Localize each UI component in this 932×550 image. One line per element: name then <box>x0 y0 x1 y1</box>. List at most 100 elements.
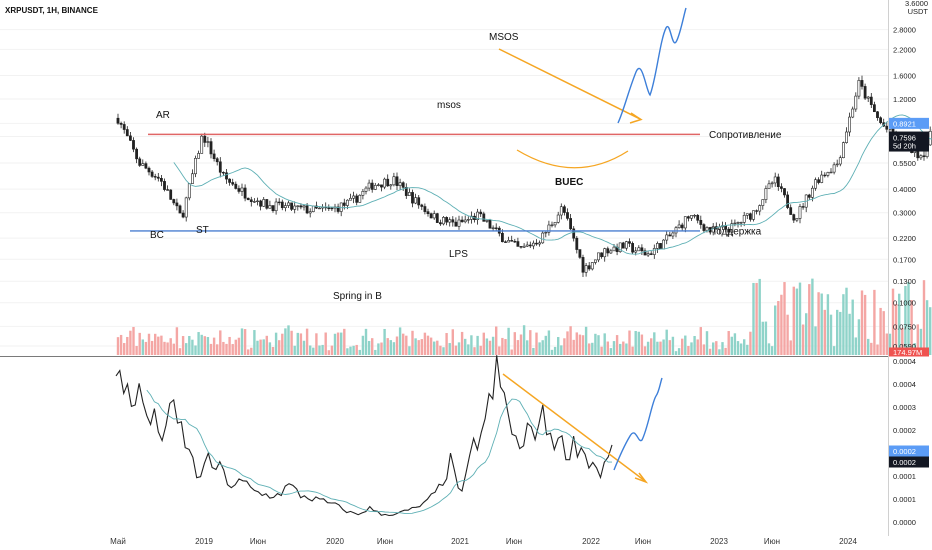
candle-body <box>445 217 449 223</box>
candle-body <box>559 206 563 216</box>
candle-body <box>454 221 458 227</box>
volume-bar <box>693 336 696 355</box>
candle-body <box>817 179 821 183</box>
volume-bar <box>770 346 774 355</box>
candle <box>668 231 672 237</box>
candle <box>686 215 690 222</box>
price-tick-label: 0.3000 <box>893 209 916 218</box>
volume-bar <box>398 327 402 355</box>
candle-body <box>197 153 201 159</box>
candle-body <box>531 242 535 247</box>
volume-bar <box>429 337 433 355</box>
time-tick-label: Июн <box>635 537 651 546</box>
volume-bar <box>268 342 272 355</box>
candle <box>194 155 197 178</box>
volume-bar <box>563 338 566 355</box>
volume-bar <box>321 344 324 355</box>
volume-bar <box>845 287 848 355</box>
volume-bar <box>185 343 188 355</box>
volume-bar <box>904 285 907 355</box>
volume-bar <box>606 341 609 355</box>
time-tick-label: 2019 <box>195 537 213 546</box>
candle <box>832 162 836 175</box>
volume-bar <box>696 339 699 355</box>
oscillator-axis[interactable]: 0.0004 0.0004 0.0003 0.0002 0.0002 0.0001 0.00… <box>889 357 929 527</box>
candle <box>922 151 926 161</box>
volume-bar <box>687 345 690 355</box>
volume-bar <box>736 341 740 355</box>
candle <box>451 216 455 227</box>
candle <box>841 141 845 159</box>
candle-body <box>138 158 142 166</box>
volume-bar <box>495 326 498 355</box>
candle-body <box>125 129 129 137</box>
candle <box>789 204 793 215</box>
descending-trendline <box>498 48 641 120</box>
candle-body <box>491 227 495 229</box>
candle <box>581 254 585 277</box>
candle-body <box>665 234 669 241</box>
candle <box>438 219 442 226</box>
volume-bar <box>879 307 882 355</box>
candle <box>835 159 839 168</box>
volume-bar <box>374 349 377 355</box>
volume-bar <box>671 336 675 355</box>
candle-body <box>643 250 647 256</box>
candle <box>423 203 427 215</box>
candle <box>776 173 780 191</box>
candle <box>866 95 870 102</box>
candle <box>742 211 746 227</box>
volume-bar <box>873 289 876 355</box>
candle <box>786 191 790 210</box>
candle-body <box>404 187 408 196</box>
candle <box>516 237 520 247</box>
candle <box>550 221 554 228</box>
candle <box>197 150 201 159</box>
candle <box>593 259 597 265</box>
volume-bar <box>597 335 600 355</box>
volume-bar <box>290 330 293 355</box>
candle-body <box>609 250 613 254</box>
candle <box>553 221 557 228</box>
volume-bar <box>476 335 479 355</box>
candle <box>172 198 176 206</box>
price-tick-label: 0.2200 <box>893 234 916 243</box>
candle <box>699 215 703 229</box>
oscillator-tick-label: 0.0004 <box>893 380 916 389</box>
candle <box>566 208 569 221</box>
volume-bar <box>662 339 665 355</box>
candle-body <box>438 222 442 225</box>
candle-body <box>206 141 210 143</box>
candle <box>587 262 591 271</box>
candle <box>259 199 263 211</box>
volume-bar <box>888 333 892 355</box>
candle-body <box>172 199 176 204</box>
trend-annotations <box>498 48 643 169</box>
candle <box>302 204 306 211</box>
volume-bar <box>284 328 287 355</box>
candle-body <box>370 182 374 190</box>
candle-body <box>730 223 734 233</box>
candle <box>621 241 625 249</box>
volume-bar <box>581 335 585 355</box>
candle <box>807 193 811 200</box>
volume-bar <box>727 331 730 355</box>
time-axis[interactable]: Май 2019 Июн 2020 Июн 2021 Июн 2022 Июн 2023 Июн 20… <box>110 537 857 546</box>
candle-body <box>479 211 483 215</box>
volume-bar <box>798 282 802 355</box>
volume-bar <box>188 335 191 355</box>
volume-bar <box>674 351 678 355</box>
candle <box>150 170 154 178</box>
candle-body <box>575 237 579 250</box>
price-axis[interactable]: USDT 2.8000 2.2000 1.6000 1.2000 0.8921 0.7596… <box>889 0 929 357</box>
candle-body <box>752 210 755 220</box>
volume-bar <box>408 346 411 355</box>
volume-bar <box>882 311 885 355</box>
candle-body <box>494 227 498 229</box>
volume-bar <box>584 326 588 355</box>
candle-body <box>274 201 278 212</box>
volume-bar <box>721 342 724 355</box>
candle <box>414 193 418 205</box>
candle <box>349 193 352 201</box>
